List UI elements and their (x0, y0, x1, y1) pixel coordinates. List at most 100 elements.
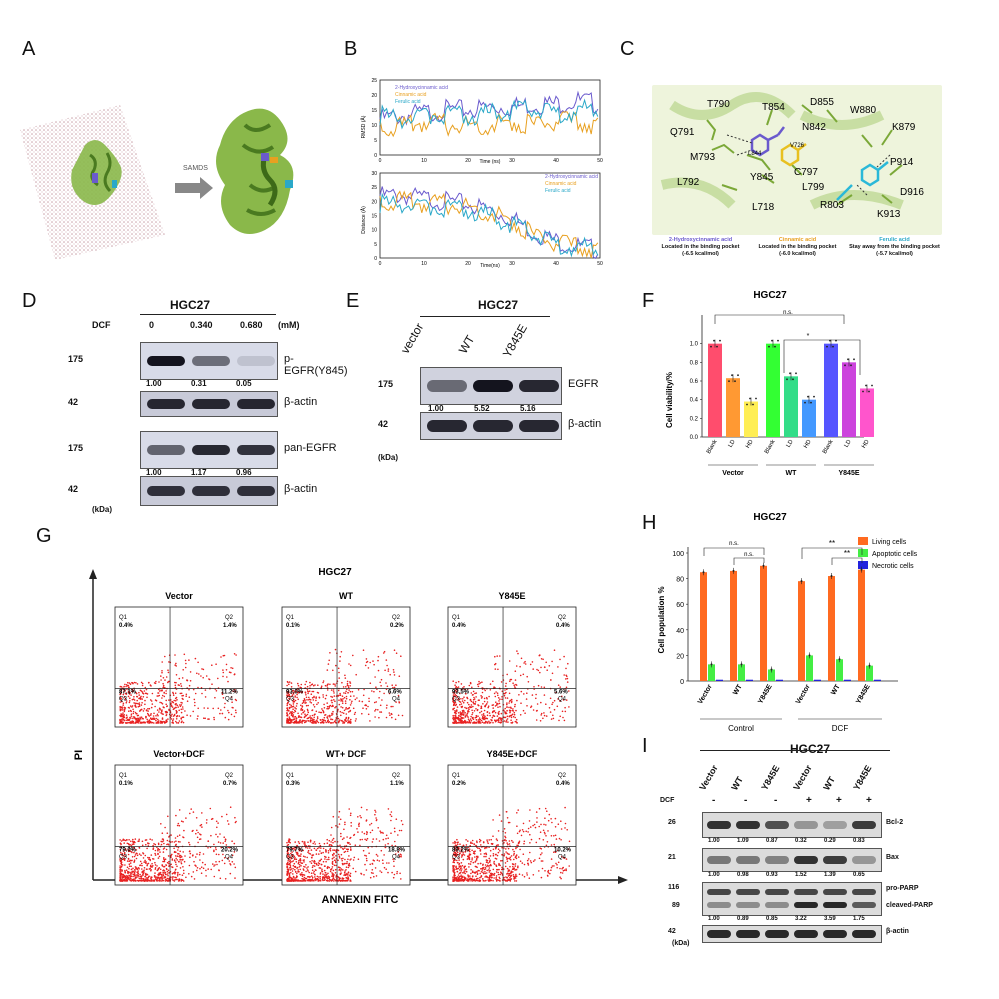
g-dot (316, 875, 319, 878)
g-dot (345, 869, 347, 871)
g-dot (565, 686, 568, 689)
g-dot (151, 839, 153, 841)
g-dot (529, 851, 531, 854)
g-dot (496, 692, 499, 694)
i-band (736, 930, 760, 938)
g-dot (300, 704, 302, 707)
g-dot (123, 853, 126, 855)
g-dot (122, 704, 124, 706)
g-dot (377, 709, 379, 711)
g-dot (135, 712, 137, 715)
g-dot (324, 697, 327, 700)
g-dot (210, 834, 212, 837)
g-dot (224, 840, 226, 843)
h-bar (874, 679, 881, 681)
g-dot (121, 713, 123, 716)
g-dot (139, 860, 142, 863)
g-dot (194, 657, 197, 660)
g-dot (298, 860, 300, 862)
g-dot (128, 701, 131, 704)
g-dot (478, 683, 480, 685)
g-dot (393, 686, 396, 689)
g-dot (469, 875, 471, 877)
g-dot (207, 840, 209, 842)
g-dot (504, 879, 507, 882)
g-dot (130, 865, 132, 868)
g-dot (344, 719, 346, 722)
g-dot (324, 879, 326, 881)
g-dot (351, 690, 354, 693)
g-dot (157, 876, 159, 879)
g-dot (174, 844, 177, 846)
g-dot (291, 870, 294, 872)
g-dot (480, 871, 483, 873)
g-dot (473, 852, 476, 854)
g-dot (374, 813, 376, 816)
h-dot (808, 654, 811, 657)
g-dot (172, 719, 174, 722)
g-dot (350, 825, 353, 827)
g-dot (504, 836, 507, 839)
g-dot (494, 655, 496, 658)
g-dot (193, 860, 195, 863)
g-dot (313, 706, 316, 708)
g-dot (287, 861, 289, 864)
g-dot (148, 715, 151, 717)
g-dot (455, 685, 458, 688)
g-dot (119, 720, 122, 722)
g-dot (455, 844, 457, 847)
g-dot (302, 880, 305, 882)
g-dot (217, 707, 220, 710)
g-dot (513, 711, 516, 714)
g-dot (150, 854, 153, 856)
g-dot (349, 722, 352, 724)
d-band (147, 356, 185, 366)
g-dot (120, 715, 122, 717)
g-dot (286, 714, 289, 716)
d-row-label-2: pan-EGFR (284, 442, 337, 454)
g-dot (161, 838, 164, 840)
g-dot (120, 851, 122, 854)
g-dot (290, 719, 292, 721)
g-dot (203, 717, 205, 719)
f-dot (786, 378, 788, 381)
g-dot (161, 661, 163, 663)
g-dot (188, 688, 190, 691)
g-dot (301, 872, 303, 874)
f-dot (826, 345, 828, 348)
g-q2-value: 0.7% (223, 781, 237, 787)
g-dot (164, 679, 166, 681)
g-dot (204, 689, 207, 691)
g-dot (293, 721, 296, 724)
g-dot (540, 686, 543, 688)
g-dot (192, 811, 195, 813)
g-dot (343, 696, 346, 699)
g-dot (209, 807, 212, 810)
h-bar (776, 679, 783, 681)
g-dot (543, 714, 546, 717)
b-top-legend: 2-Hydroxycinnamic acid Cinnamic acid Fer… (395, 85, 448, 105)
g-dot (138, 703, 141, 706)
g-dot (471, 709, 473, 712)
g-dot (461, 710, 464, 712)
g-dot (160, 876, 162, 879)
d-band (237, 445, 275, 455)
g-dot (288, 691, 290, 693)
g-dot (318, 853, 320, 855)
g-dot (349, 872, 352, 875)
g-dot (207, 718, 209, 720)
g-dot (568, 706, 570, 708)
h-dot (860, 568, 863, 571)
g-dot (326, 716, 328, 718)
g-dot (481, 714, 483, 716)
g-dot (146, 863, 149, 865)
g-dot (119, 858, 121, 860)
g-dot (222, 669, 224, 671)
g-dot (339, 818, 342, 821)
g-dot (515, 665, 518, 667)
g-dot (159, 868, 162, 871)
g-dot (506, 703, 508, 706)
g-dot (162, 840, 165, 842)
g-dot (467, 707, 470, 709)
g-dot (340, 706, 342, 708)
